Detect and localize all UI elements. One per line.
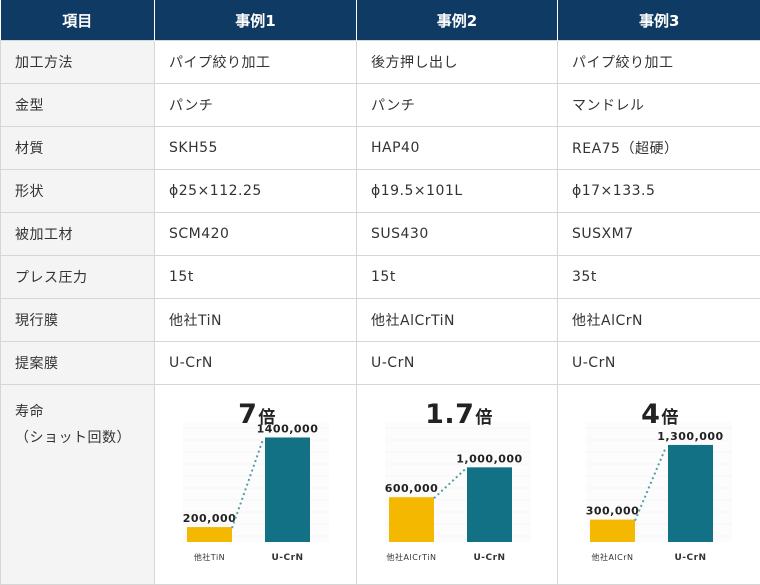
cell-case1: SKH55 (155, 127, 357, 170)
ratio-number: 4 (641, 399, 660, 430)
row-label: 加工方法 (1, 41, 155, 84)
header-item: 項目 (1, 0, 155, 41)
cell-case3: SUSXM7 (558, 213, 760, 256)
cell-case2: SUS430 (357, 213, 558, 256)
row-label: 材質 (1, 127, 155, 170)
row-label: 金型 (1, 84, 155, 127)
cell-case2: ϕ19.5×101L (357, 170, 558, 213)
bar-value-label: 1,000,000 (456, 452, 522, 465)
header-case1: 事例1 (155, 0, 357, 41)
ratio-headline: 4倍 (641, 399, 679, 430)
bar-category-label: U-CrN (674, 553, 706, 563)
cell-case1: パンチ (155, 84, 357, 127)
cell-case1: 15t (155, 256, 357, 299)
header-row: 項目 事例1 事例2 事例3 (1, 0, 760, 41)
bar-current-coating (389, 497, 434, 542)
cell-case1: U-CrN (155, 342, 357, 385)
chart-cell-case3: 4倍 300,000 他社AlCrN 1,300,000 U-CrN (558, 385, 760, 585)
bar-current-coating (187, 527, 232, 542)
cell-case2: 後方押し出し (357, 41, 558, 84)
row-label-life: 寿命 （ショット回数） (1, 385, 155, 585)
bar-current-coating (590, 520, 635, 542)
cell-case2: 他社AlCrTiN (357, 299, 558, 342)
bar-proposed-coating (265, 437, 310, 542)
ratio-unit: 倍 (475, 407, 493, 428)
row-label: 形状 (1, 170, 155, 213)
life-chart-case3: 4倍 300,000 他社AlCrN 1,300,000 U-CrN (558, 385, 758, 570)
ratio-headline: 1.7倍 (425, 399, 493, 430)
ratio-number: 7 (238, 399, 257, 430)
row-proposed-coating: 提案膜 U-CrN U-CrN U-CrN (1, 342, 760, 385)
row-workpiece: 被加工材 SCM420 SUS430 SUSXM7 (1, 213, 760, 256)
life-chart-svg: 4倍 300,000 他社AlCrN 1,300,000 U-CrN (558, 385, 758, 570)
row-processing-method: 加工方法 パイプ絞り加工 後方押し出し パイプ絞り加工 (1, 41, 760, 84)
row-die: 金型 パンチ パンチ マンドレル (1, 84, 760, 127)
row-shape: 形状 ϕ25×112.25 ϕ19.5×101L ϕ17×133.5 (1, 170, 760, 213)
row-label: 現行膜 (1, 299, 155, 342)
life-chart-svg: 1.7倍 600,000 他社AlCrTiN 1,000,000 U-CrN (357, 385, 557, 570)
header-case3: 事例3 (558, 0, 760, 41)
cell-case3: REA75（超硬） (558, 127, 760, 170)
cell-case3: 他社AlCrN (558, 299, 760, 342)
life-label-sub: （ショット回数） (15, 425, 154, 451)
bar-category-label: U-CrN (271, 553, 303, 563)
cell-case2: U-CrN (357, 342, 558, 385)
ratio-number: 1.7 (425, 399, 474, 430)
cell-case3: 35t (558, 256, 760, 299)
bar-value-label: 200,000 (183, 512, 237, 525)
row-press-pressure: プレス圧力 15t 15t 35t (1, 256, 760, 299)
row-label: プレス圧力 (1, 256, 155, 299)
cell-case1: 他社TiN (155, 299, 357, 342)
header-case2: 事例2 (357, 0, 558, 41)
row-label: 提案膜 (1, 342, 155, 385)
life-label-main: 寿命 (15, 399, 154, 425)
cell-case2: パンチ (357, 84, 558, 127)
cell-case2: HAP40 (357, 127, 558, 170)
bar-value-label: 1400,000 (257, 422, 319, 435)
ratio-unit: 倍 (661, 407, 679, 428)
bar-category-label: 他社TiN (194, 552, 225, 562)
bar-proposed-coating (668, 445, 713, 542)
bar-category-label: U-CrN (473, 553, 505, 563)
bar-proposed-coating (467, 467, 512, 542)
row-current-coating: 現行膜 他社TiN 他社AlCrTiN 他社AlCrN (1, 299, 760, 342)
cell-case3: ϕ17×133.5 (558, 170, 760, 213)
cell-case1: パイプ絞り加工 (155, 41, 357, 84)
bar-category-label: 他社AlCrTiN (387, 552, 437, 562)
bar-category-label: 他社AlCrN (591, 552, 633, 562)
bar-value-label: 600,000 (385, 482, 439, 495)
cell-case3: U-CrN (558, 342, 760, 385)
cell-case2: 15t (357, 256, 558, 299)
life-chart-case2: 1.7倍 600,000 他社AlCrTiN 1,000,000 U-CrN (357, 385, 557, 570)
bar-value-label: 300,000 (586, 505, 640, 518)
cell-case3: パイプ絞り加工 (558, 41, 760, 84)
bar-value-label: 1,300,000 (657, 430, 723, 443)
row-material: 材質 SKH55 HAP40 REA75（超硬） (1, 127, 760, 170)
row-label: 被加工材 (1, 213, 155, 256)
cell-case1: ϕ25×112.25 (155, 170, 357, 213)
cell-case1: SCM420 (155, 213, 357, 256)
cell-case3: マンドレル (558, 84, 760, 127)
chart-cell-case2: 1.7倍 600,000 他社AlCrTiN 1,000,000 U-CrN (357, 385, 558, 585)
